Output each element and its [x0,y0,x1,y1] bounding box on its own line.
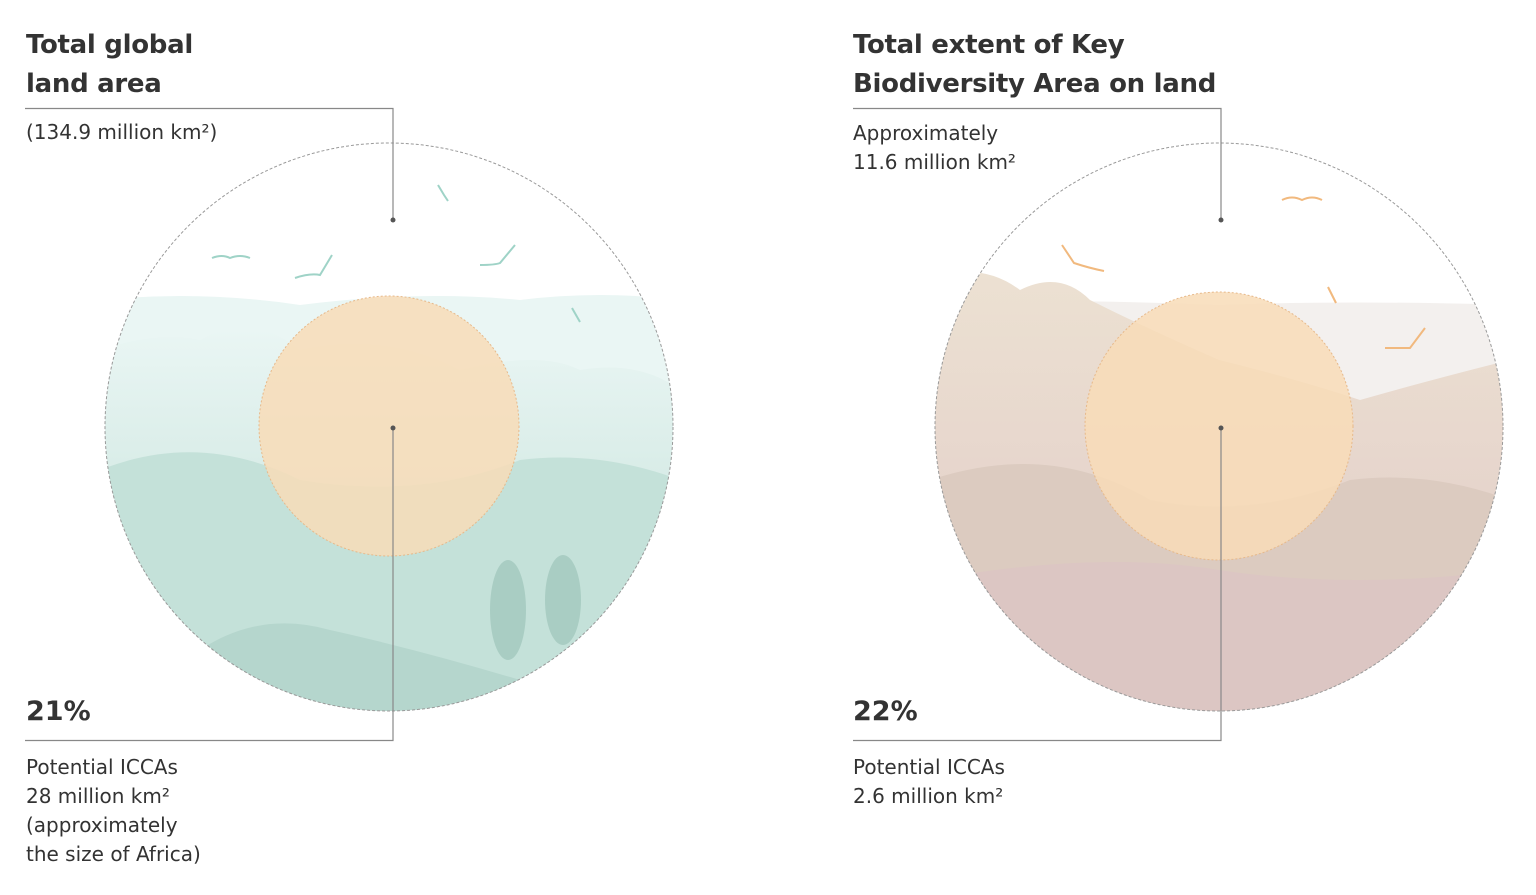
description-line: the size of Africa) [26,842,201,866]
landscape-foreground [935,562,1503,711]
bird-icons [211,184,581,323]
person-silhouette [545,555,581,645]
title-line: land area [26,69,162,99]
bird-icons [1061,196,1426,349]
title-line: Total global [26,30,193,60]
percent-value: 21% [26,696,91,727]
title-line: Biodiversity Area on land [853,69,1217,99]
potential-iccas-circle [258,295,520,557]
total-land-value: (134.9 million km²) [26,120,218,144]
leader-lines-left [25,107,394,742]
description-line: (approximately [26,813,178,837]
iccas-description: Potential ICCAs 2.6 million km² [853,753,1005,811]
title-line: Total extent of Key [853,30,1125,60]
percent-value: 22% [853,696,918,727]
kba-area-circle [934,142,1504,712]
value-line: 11.6 million km² [853,150,1016,174]
description-line: Potential ICCAs [853,755,1005,779]
iccas-description: Potential ICCAs 28 million km² (approxim… [26,753,201,869]
land-area-circle [104,142,674,712]
panel-title-kba: Total extent of Key Biodiversity Area on… [853,26,1216,104]
kba-total-value: Approximately 11.6 million km² [853,119,1016,177]
leader-lines-right [853,107,1222,742]
potential-iccas-circle [1084,291,1354,561]
person-silhouette [490,560,526,660]
description-line: 28 million km² [26,784,170,808]
value-line: Approximately [853,121,999,145]
description-line: Potential ICCAs [26,755,178,779]
panel-title-land-area: Total global land area [26,26,193,104]
description-line: 2.6 million km² [853,784,1004,808]
